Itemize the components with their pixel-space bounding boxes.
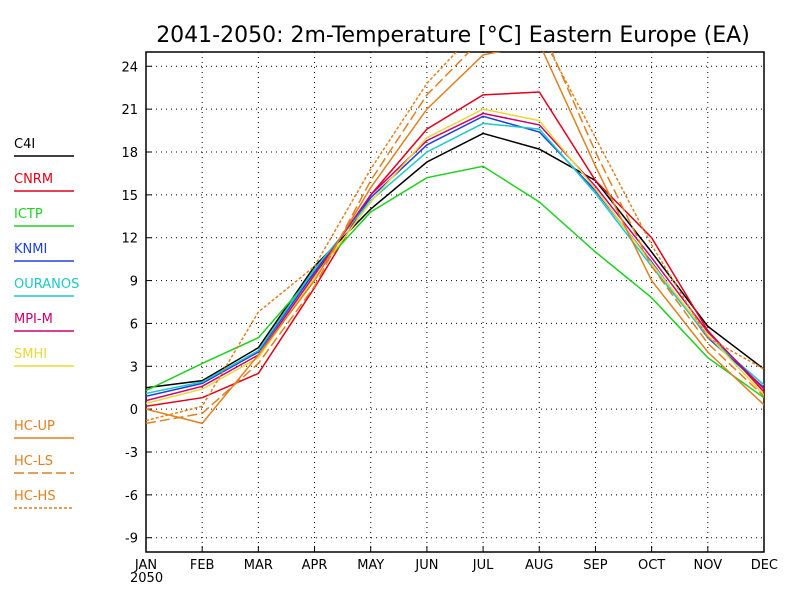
legend-label-cnrm: CNRM (14, 172, 53, 187)
chart-title: 2041-2050: 2m-Temperature [°C] Eastern E… (156, 23, 750, 48)
series-line-hc-hs (146, 52, 764, 422)
x-tick-label: OCT (638, 558, 665, 573)
legend-label-hc-up: HC-UP (14, 419, 55, 434)
y-tick-label: 0 (130, 403, 138, 418)
y-tick-label: 6 (130, 317, 138, 332)
legend-label-knmi: KNMI (14, 242, 47, 257)
series-lines (146, 52, 764, 425)
y-tick-label: 3 (130, 360, 138, 375)
y-tick-label: -6 (125, 489, 138, 504)
x-axis: JAN FEB MAR APR MAY JUN JUL AUG SEP OCT NOV DEC (134, 546, 778, 573)
x-tick-label: DEC (751, 558, 778, 573)
legend-label-mpi-m: MPI-M (14, 312, 53, 327)
series-line-smhi (146, 108, 764, 405)
series-line-knmi (146, 115, 764, 398)
y-tick-label: 24 (121, 60, 138, 75)
legend-label-hc-hs: HC-HS (14, 489, 56, 504)
x-tick-label: SEP (583, 558, 607, 573)
grid-lines (146, 52, 764, 552)
series-line-ouranos (146, 122, 764, 395)
x-tick-label: AUG (525, 558, 553, 573)
series-line-hc-up (146, 52, 764, 425)
x-axis-year-label: 2050 (130, 571, 163, 586)
y-tick-label: 9 (130, 275, 138, 290)
x-tick-label: JUN (414, 558, 438, 573)
legend: C4I CNRM ICTP KNMI OURANOS MPI-M SMHI HC-UP HC-L… (14, 137, 79, 509)
y-tick-label: 21 (121, 103, 138, 118)
y-axis: -9 -6 -3 0 3 6 9 12 15 18 21 24 (121, 60, 152, 547)
series-line-hc-ls (146, 52, 764, 425)
series-line-mpi-m (146, 112, 764, 402)
x-tick-label: JAN (134, 558, 157, 573)
legend-label-c4i: C4I (14, 137, 35, 152)
legend-label-hc-ls: HC-LS (14, 454, 53, 469)
plot-frame (145, 51, 765, 553)
x-tick-label: FEB (190, 558, 215, 573)
y-tick-label: -3 (125, 446, 138, 461)
series-line-c4i (146, 132, 764, 389)
x-tick-label: NOV (694, 558, 723, 573)
y-tick-label: -9 (125, 532, 138, 547)
y-tick-label: 15 (121, 189, 138, 204)
legend-label-ouranos: OURANOS (14, 277, 79, 292)
x-tick-label: MAR (244, 558, 273, 573)
x-tick-label: APR (302, 558, 328, 573)
series-line-ictp (146, 165, 764, 399)
series-line-cnrm (146, 91, 764, 408)
x-tick-label: JUL (472, 558, 494, 573)
legend-label-smhi: SMHI (14, 347, 47, 362)
legend-label-ictp: ICTP (14, 207, 43, 222)
y-tick-label: 12 (121, 232, 138, 247)
y-tick-label: 18 (121, 146, 138, 161)
x-tick-label: MAY (357, 558, 384, 573)
